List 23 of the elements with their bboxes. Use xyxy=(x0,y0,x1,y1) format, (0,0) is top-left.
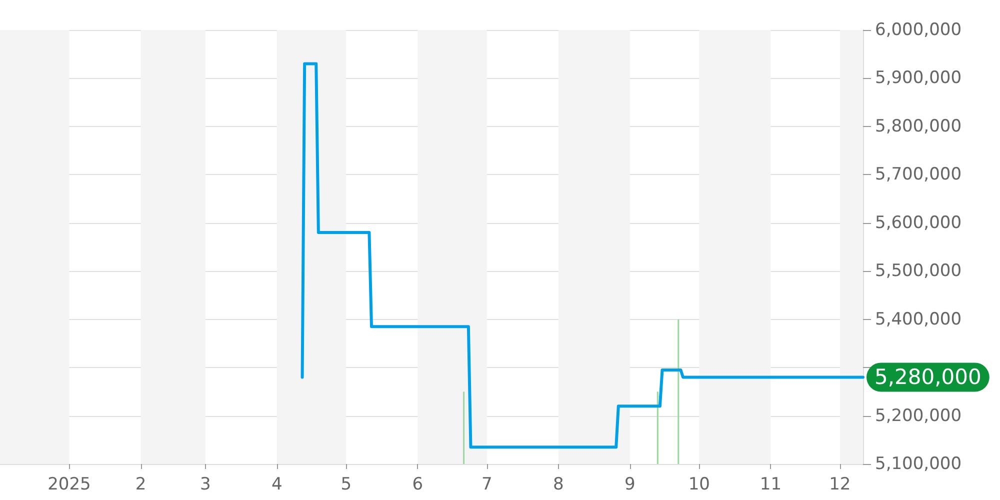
x-tick-label: 4 xyxy=(271,474,282,494)
line-series xyxy=(300,62,864,449)
y-tick-label: 5,600,000 xyxy=(875,212,962,233)
x-tick-label: 3 xyxy=(200,474,211,494)
y-tick-label: 5,400,000 xyxy=(875,309,962,330)
x-tick-label: 2025 xyxy=(48,474,91,494)
x-tick-label: 11 xyxy=(760,474,782,494)
x-tick-label: 6 xyxy=(412,474,424,494)
y-tick-label: 5,200,000 xyxy=(875,406,962,426)
x-tick-label: 5 xyxy=(340,474,352,494)
x-tick-label: 8 xyxy=(553,474,564,494)
y-tick-label: 5,100,000 xyxy=(875,454,962,474)
y-tick-label: 5,800,000 xyxy=(875,116,962,136)
y-tick-label: 5,700,000 xyxy=(875,164,962,185)
x-tick-label: 12 xyxy=(829,474,851,494)
annotation: 5,280,000 xyxy=(874,365,982,390)
x-tick-label: 2 xyxy=(135,474,146,494)
y-tick-label: 5,500,000 xyxy=(875,261,962,282)
y-tick-label: 6,000,000 xyxy=(875,20,962,40)
x-tick-label: 10 xyxy=(688,474,710,494)
x-tick-label: 9 xyxy=(624,474,636,494)
x-tick-label: 7 xyxy=(481,474,492,494)
y-tick-label: 5,900,000 xyxy=(875,68,962,88)
